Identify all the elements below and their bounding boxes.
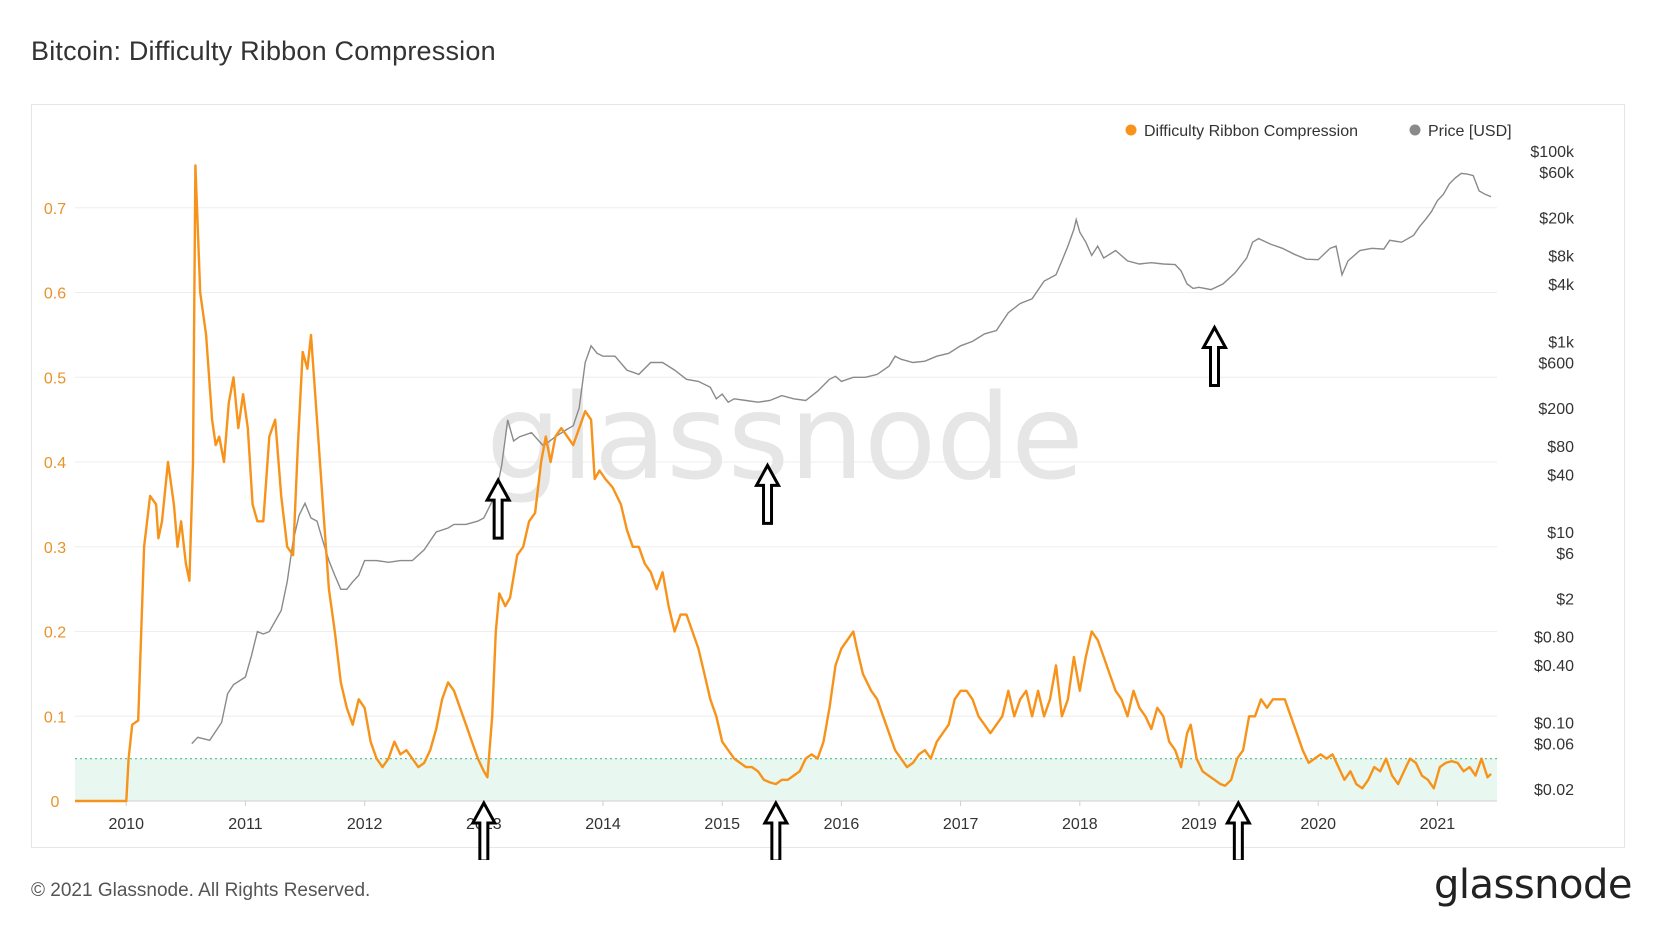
y-left-tick-label: 0.4	[44, 455, 66, 472]
y-right-tick-label: $200	[1538, 401, 1574, 418]
y-right-tick-label: $20k	[1539, 210, 1575, 227]
y-left-tick-label: 0.5	[44, 370, 66, 387]
series-price-line	[191, 172, 1492, 745]
x-tick-label: 2012	[347, 816, 383, 833]
legend-dot-ribbon	[1125, 124, 1137, 136]
up-arrow-annotation	[1200, 324, 1229, 387]
y-left-tick-label: 0	[51, 794, 60, 811]
y-axis-right: $100k $60k $20k $8k $4k $1k $600 $200 $80 $40 $10 $…	[1530, 144, 1575, 799]
up-arrow-annotation	[762, 799, 790, 860]
x-tick-label: 2016	[824, 816, 860, 833]
y-right-tick-label: $2	[1556, 592, 1574, 609]
y-right-tick-label: $8k	[1548, 248, 1575, 265]
y-right-tick-label: $6	[1556, 546, 1574, 563]
y-right-tick-label: $4k	[1548, 277, 1575, 294]
y-right-tick-label: $100k	[1530, 144, 1575, 161]
annotation-arrows	[470, 324, 1252, 860]
copyright: © 2021 Glassnode. All Rights Reserved.	[31, 880, 371, 901]
up-arrow-annotation	[1224, 799, 1252, 860]
y-right-tick-label: $0.06	[1534, 737, 1574, 754]
y-right-tick-label: $0.10	[1534, 716, 1574, 733]
y-right-tick-label: $80	[1547, 439, 1574, 456]
legend-label-ribbon[interactable]: Difficulty Ribbon Compression	[1144, 123, 1358, 140]
x-tick-label: 2010	[108, 816, 144, 833]
y-left-tick-label: 0.1	[44, 709, 66, 726]
y-left-tick-label: 0.2	[44, 625, 66, 642]
legend-dot-price	[1409, 124, 1421, 136]
y-axis-left: 0 0.1 0.2 0.3 0.4 0.5 0.6 0.7	[44, 201, 66, 811]
y-right-tick-label: $600	[1538, 356, 1574, 373]
x-axis: 2010201120122013201420152016201720182019…	[75, 800, 1497, 833]
up-arrow-annotation	[753, 462, 782, 525]
x-tick-label: 2015	[704, 816, 740, 833]
x-tick-label: 2020	[1300, 816, 1336, 833]
x-tick-label: 2018	[1062, 816, 1098, 833]
x-tick-label: 2011	[228, 816, 263, 833]
y-right-tick-label: $10	[1547, 525, 1574, 542]
y-right-tick-label: $0.80	[1534, 629, 1574, 646]
y-right-tick-label: $0.40	[1534, 658, 1574, 675]
page-title: Bitcoin: Difficulty Ribbon Compression	[31, 36, 496, 66]
up-arrow-annotation	[470, 799, 498, 860]
watermark: glassnode	[486, 368, 1083, 506]
y-right-tick-label: $1k	[1548, 334, 1575, 351]
x-tick-label: 2021	[1420, 816, 1456, 833]
y-right-tick-label: $0.02	[1534, 782, 1574, 799]
y-right-tick-label: $40	[1547, 468, 1574, 485]
series-ribbon-line	[75, 164, 1492, 803]
x-tick-label: 2017	[943, 816, 979, 833]
y-left-tick-label: 0.3	[44, 540, 66, 557]
chart: glassnode 0 0.1 0.2 0.3 0.4 0.5 0.6 0.7 $100k $6…	[44, 123, 1575, 860]
x-tick-label: 2019	[1181, 816, 1217, 833]
legend: Difficulty Ribbon Compression Price [USD…	[1125, 123, 1512, 140]
y-left-tick-label: 0.7	[44, 201, 66, 218]
y-left-tick-label: 0.6	[44, 286, 66, 303]
gridlines	[75, 207, 1497, 717]
chart-frame	[31, 104, 1625, 848]
legend-label-price[interactable]: Price [USD]	[1428, 123, 1512, 140]
x-tick-label: 2014	[585, 816, 621, 833]
up-arrow-annotation	[484, 477, 512, 540]
y-right-tick-label: $60k	[1539, 165, 1575, 182]
brand-logo: glassnode	[1433, 862, 1633, 908]
